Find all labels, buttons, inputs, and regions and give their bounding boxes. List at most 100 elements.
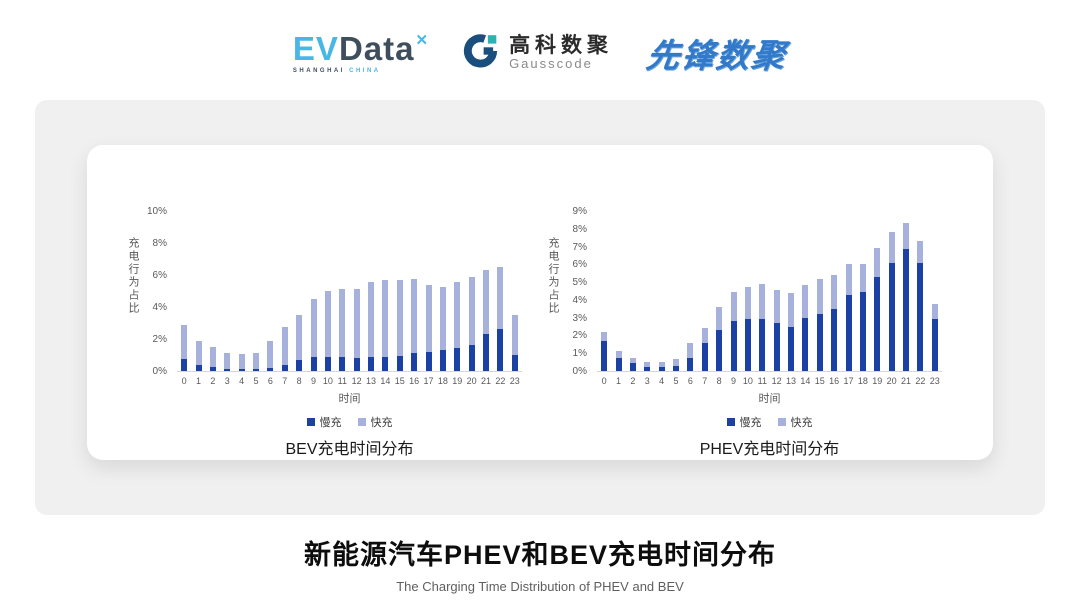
x-tick-label: 2 <box>210 376 216 386</box>
stacked-bar <box>382 279 389 371</box>
fast-charge-segment <box>224 352 231 369</box>
y-tick-label: 8% <box>152 238 167 249</box>
fast-charge-segment <box>511 315 518 355</box>
x-tick-label: 9 <box>731 376 737 386</box>
y-tick-label: 8% <box>572 223 587 235</box>
plot-area: 0 1 2 3 4 5 6 7 8 9 10 11 12 13 14 15 16 17 18 19 20 21 22 23 <box>177 212 522 386</box>
stacked-bar <box>716 307 723 371</box>
stacked-bar <box>439 287 446 371</box>
slow-charge-segment <box>382 356 389 371</box>
chart-title: PHEV充电时间分布 <box>699 441 840 458</box>
slow-charge-segment <box>673 365 680 371</box>
x-tick-label: 20 <box>886 376 897 386</box>
slow-charge-segment <box>468 345 475 371</box>
y-tick-label: 6% <box>152 270 167 281</box>
stacked-bar <box>888 232 895 371</box>
x-tick-label: 12 <box>351 376 362 386</box>
fast-charge-segment <box>859 264 866 292</box>
slow-charge-segment <box>629 363 636 371</box>
stacked-bar <box>195 340 202 371</box>
stacked-bar <box>931 304 938 371</box>
fast-charge-segment <box>673 359 680 366</box>
slow-charge-segment <box>644 366 651 371</box>
fast-charge-segment <box>601 331 608 341</box>
fast-charge-segment <box>744 286 751 319</box>
fast-charge-segment <box>181 324 188 359</box>
gausscode-logo: 高科数聚 Gausscode <box>462 32 613 75</box>
fast-charge-segment <box>773 290 780 323</box>
slow-charge-segment <box>181 359 188 371</box>
stacked-bar <box>353 289 360 371</box>
x-tick-label: 19 <box>872 376 883 386</box>
stacked-bar <box>831 275 838 371</box>
stacked-bar <box>209 347 216 371</box>
fast-charge-segment <box>339 289 346 357</box>
x-tick-label: 6 <box>267 376 273 386</box>
xianfeng-logo: 先锋数聚 <box>644 37 790 74</box>
phev-chart: 充电行为占比 0% 1% 2% 3% 4% 5% 6% 7% 8% 9% 0 1 2 3 4 5 6 7 8 9 10… <box>519 167 959 458</box>
fast-charge-segment <box>888 232 895 263</box>
fast-charge-segment <box>701 328 708 343</box>
fast-charge-segment <box>816 279 823 315</box>
legend-label: 快充 <box>370 417 393 429</box>
fast-charge-segment <box>483 270 490 335</box>
fast-charge-segment <box>353 289 360 359</box>
slow-charge-segment <box>324 356 331 371</box>
fast-charge-segment <box>874 248 881 277</box>
slow-charge-segment <box>917 263 924 371</box>
stacked-bar <box>411 279 418 371</box>
chart-title: BEV充电时间分布 <box>285 441 414 458</box>
slow-charge-segment <box>238 369 245 371</box>
fast-charge-segment <box>845 264 852 295</box>
x-tick-label: 22 <box>495 376 506 386</box>
stacked-bar <box>615 350 622 371</box>
plot-area: 0 1 2 3 4 5 6 7 8 9 10 11 12 13 14 15 16 17 18 19 20 21 22 23 <box>597 212 942 386</box>
x-tick-label: 5 <box>673 376 679 386</box>
x-tick-label: 14 <box>380 376 391 386</box>
evdata-wordmark: EVData✕ <box>293 32 428 65</box>
y-axis-title: 充电行为占比 <box>547 237 559 315</box>
gausscode-text: 高科数聚 Gausscode <box>509 34 613 71</box>
x-axis-title: 时间 <box>758 393 781 405</box>
fast-charge-segment <box>687 343 694 358</box>
y-tick-label: 6% <box>572 259 587 271</box>
stacked-bar <box>629 357 636 371</box>
slow-charge-segment <box>483 334 490 371</box>
slow-charge-segment <box>209 367 216 371</box>
x-tick-label: 3 <box>224 376 230 386</box>
stacked-bar <box>296 315 303 371</box>
stacked-bar <box>845 264 852 371</box>
fast-charge-segment <box>903 223 910 250</box>
fast-charge-segment <box>931 304 938 319</box>
x-tick-label: 0 <box>601 376 607 386</box>
legend-item-slow: 慢充 <box>306 414 342 430</box>
fast-charge-segment <box>195 340 202 365</box>
slow-charge-segment <box>859 291 866 371</box>
evdata-logo: EVData✕ SHANGHAI CHINA <box>293 32 428 74</box>
stacked-bar <box>468 277 475 371</box>
fast-charge-segment <box>411 279 418 354</box>
x-tick-label: 13 <box>786 376 797 386</box>
x-tick-label: 10 <box>322 376 333 386</box>
stacked-bar <box>454 282 461 371</box>
slow-charge-segment <box>296 359 303 371</box>
x-tick-label: 15 <box>814 376 825 386</box>
slow-charge-segment <box>845 294 852 371</box>
y-axis-title: 充电行为占比 <box>127 237 139 315</box>
fast-charge-segment <box>629 357 636 363</box>
fast-charge-segment <box>615 350 622 358</box>
slow-charge-segment <box>396 355 403 371</box>
x-tick-label: 11 <box>337 376 347 386</box>
x-tick-label: 8 <box>296 376 302 386</box>
y-axis-ticks: 0% 1% 2% 3% 4% 5% 6% 7% 8% 9% <box>519 206 587 377</box>
slow-charge-segment <box>888 262 895 371</box>
stacked-bar <box>281 327 288 371</box>
fast-charge-segment <box>238 354 245 370</box>
stacked-bar <box>917 241 924 371</box>
evdata-star-icon: ✕ <box>415 32 430 49</box>
y-tick-label: 1% <box>572 348 587 360</box>
x-tick-label: 9 <box>311 376 317 386</box>
slow-charge-segment <box>759 319 766 371</box>
fast-charge-segment <box>396 279 403 356</box>
x-axis-title: 时间 <box>338 393 361 405</box>
